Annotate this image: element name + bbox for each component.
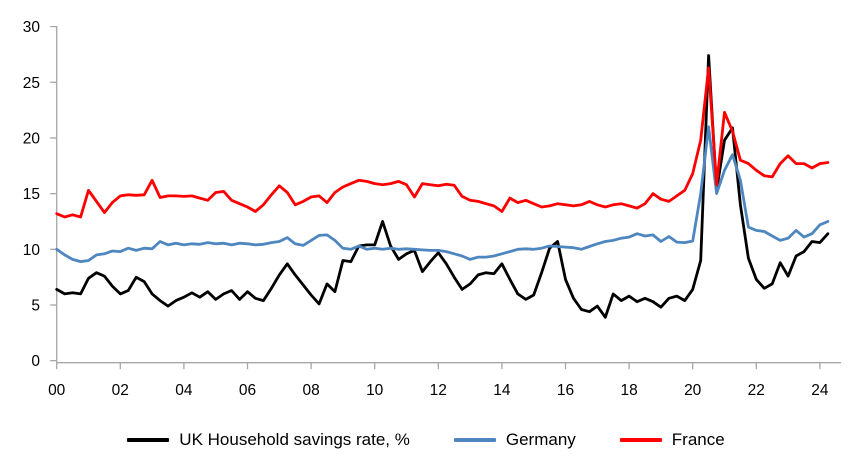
x-tick-label: 06 xyxy=(239,382,256,399)
france-line-swatch xyxy=(619,438,662,442)
legend-item-uk: UK Household savings rate, % xyxy=(127,430,410,450)
y-tick-label: 5 xyxy=(31,298,40,315)
y-tick-label: 25 xyxy=(23,75,40,92)
x-tick-label: 24 xyxy=(811,382,829,399)
x-tick-label: 20 xyxy=(684,382,702,399)
germany-line-swatch xyxy=(453,438,496,442)
x-tick-label: 22 xyxy=(748,382,765,399)
x-tick-label: 12 xyxy=(430,382,447,399)
series-line-france xyxy=(55,66,830,219)
x-tick-label: 16 xyxy=(557,382,574,399)
x-tick-label: 10 xyxy=(366,382,384,399)
x-tick-label: 02 xyxy=(112,382,129,399)
y-tick-label: 20 xyxy=(23,130,41,147)
x-tick-label: 00 xyxy=(48,382,66,399)
x-tick-label: 18 xyxy=(620,382,637,399)
legend-item-france: France xyxy=(619,430,725,450)
legend-label-france: France xyxy=(671,430,725,449)
series-line-germany xyxy=(55,125,830,264)
x-tick-label: 04 xyxy=(175,382,193,399)
y-tick-label: 30 xyxy=(23,19,41,36)
chart-legend: UK Household savings rate, % Germany Fra… xyxy=(0,420,852,460)
y-tick-label: 15 xyxy=(23,186,40,203)
uk-line-swatch xyxy=(127,438,170,442)
x-tick-label: 08 xyxy=(302,382,319,399)
series-line-uk xyxy=(55,54,830,319)
legend-label-uk: UK Household savings rate, % xyxy=(179,430,410,449)
legend-label-germany: Germany xyxy=(505,430,576,449)
y-tick-label: 10 xyxy=(23,242,41,259)
y-tick-label: 0 xyxy=(31,353,40,370)
plot-area: 0 5 10 15 20 25 30 00 02 04 06 08 10 12 14 16 18 20 22 24 xyxy=(23,19,841,399)
x-tick-label: 14 xyxy=(493,382,511,399)
legend-item-germany: Germany xyxy=(453,430,576,450)
